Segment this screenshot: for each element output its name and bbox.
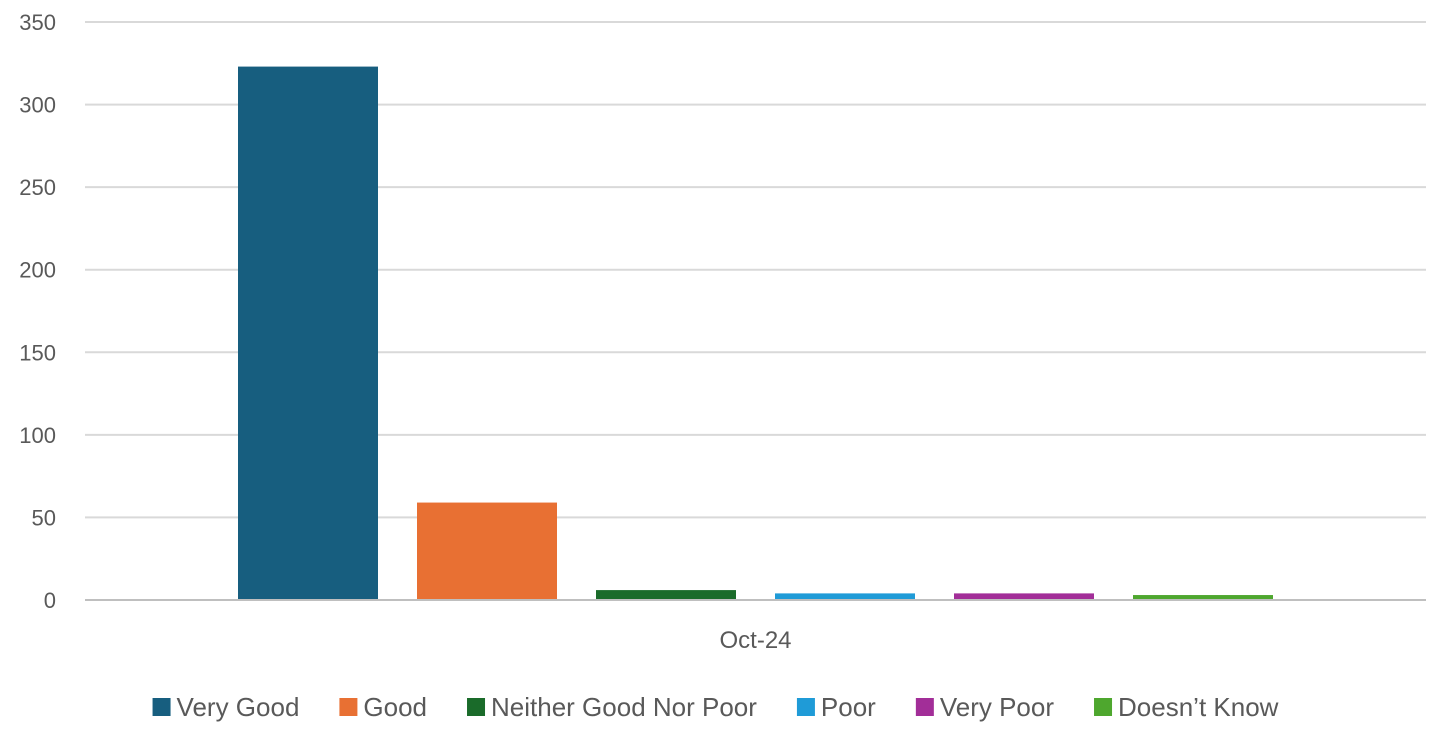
- bar-very-poor: [954, 593, 1094, 600]
- y-tick-label: 350: [19, 10, 56, 35]
- legend-swatch: [467, 698, 486, 716]
- x-axis: Oct-24: [85, 599, 1426, 654]
- y-tick-label: 150: [19, 340, 56, 365]
- y-tick-label: 200: [19, 258, 56, 283]
- legend-item: Doesn’t Know: [1094, 692, 1279, 722]
- legend-label: Doesn’t Know: [1118, 692, 1279, 722]
- legend-item: Very Good: [152, 692, 300, 722]
- y-axis-ticks: 0 50 100 150 200 250 300 350: [19, 10, 56, 613]
- y-tick-label: 0: [44, 588, 56, 613]
- bars: [238, 66, 1273, 601]
- legend-label: Very Poor: [940, 692, 1055, 722]
- legend-label: Very Good: [177, 692, 300, 722]
- y-tick-label: 300: [19, 93, 56, 118]
- bar-very-good: [238, 66, 378, 601]
- bar-poor: [775, 593, 915, 600]
- legend-swatch: [1094, 698, 1113, 716]
- legend-item: Poor: [796, 692, 876, 722]
- legend-label: Good: [363, 692, 427, 722]
- bar-doesn-t-know: [1133, 595, 1273, 600]
- legend-item: Good: [339, 692, 427, 722]
- bar-neither-good-nor-poor: [596, 590, 736, 600]
- legend-label: Neither Good Nor Poor: [491, 692, 757, 722]
- legend: Very Good Good Neither Good Nor Poor Poor Ve…: [152, 692, 1279, 722]
- legend-item: Neither Good Nor Poor: [467, 692, 757, 722]
- legend-item: Very Poor: [915, 692, 1055, 722]
- y-tick-label: 50: [32, 505, 56, 530]
- y-tick-label: 100: [19, 423, 56, 448]
- legend-swatch: [339, 698, 358, 716]
- legend-swatch: [915, 698, 934, 716]
- x-category-label: Oct-24: [719, 627, 791, 654]
- legend-swatch: [152, 698, 171, 716]
- y-tick-label: 250: [19, 175, 56, 200]
- bar-good: [417, 502, 557, 600]
- legend-swatch: [796, 698, 815, 716]
- legend-label: Poor: [821, 692, 876, 722]
